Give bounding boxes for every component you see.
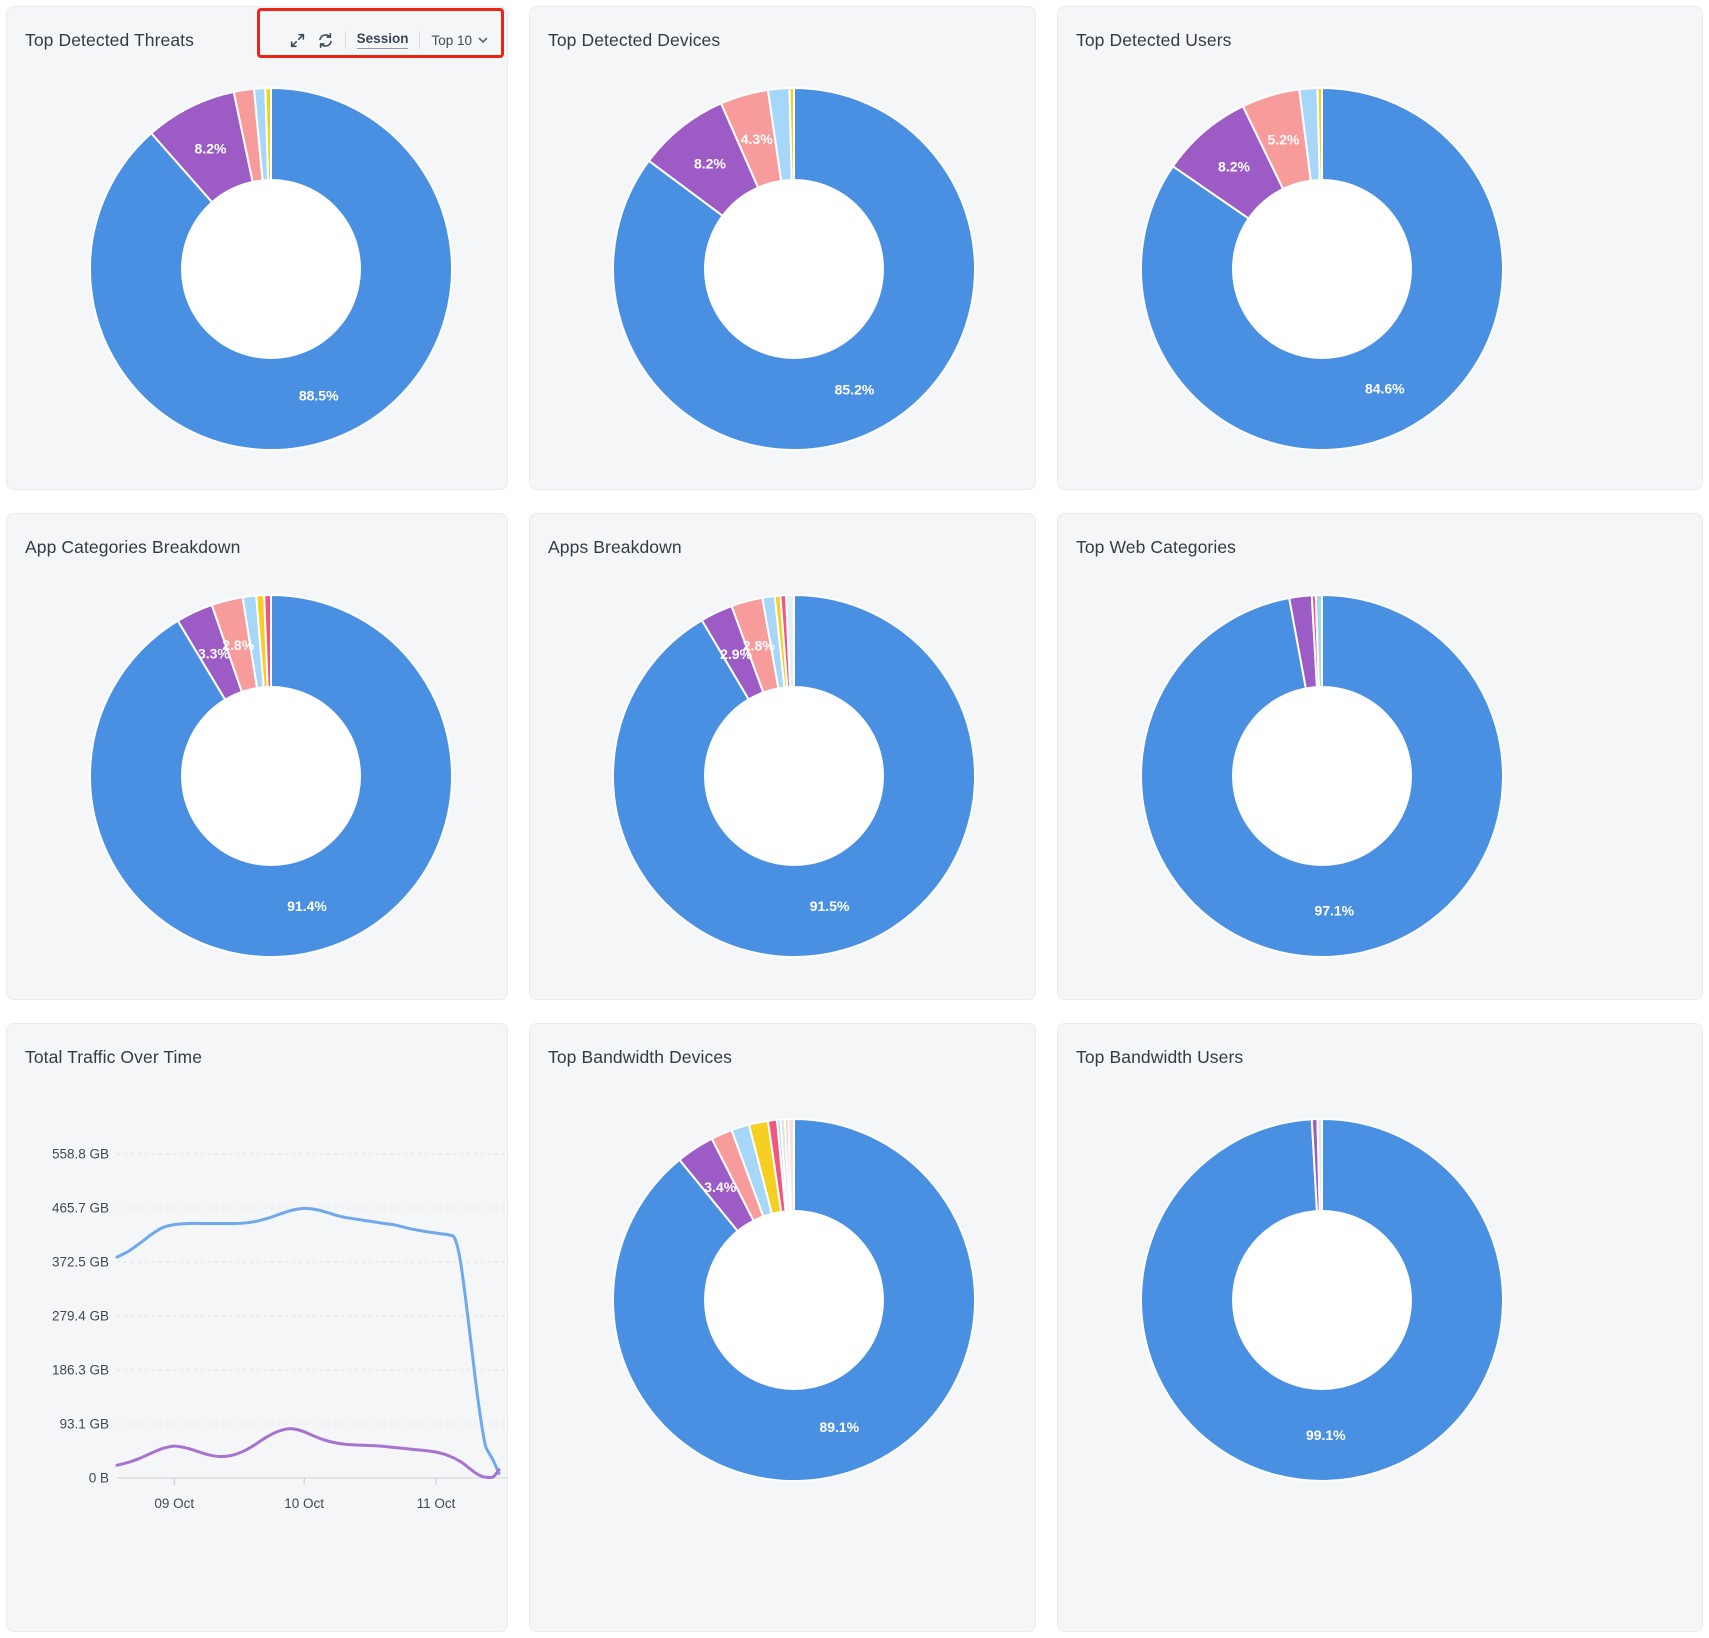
top-10-dropdown[interactable]: Top 10: [431, 33, 489, 48]
slice-percentage-label: 3.3%: [198, 646, 230, 662]
slice-percentage-label: 8.2%: [1218, 159, 1250, 175]
donut-hole: [181, 179, 361, 359]
y-axis-label: 465.7 GB: [52, 1201, 109, 1216]
panel-apps-breakdown: Apps Breakdown 91.5% 2.9% 2.8%: [529, 513, 1036, 1000]
donut-hole: [704, 686, 884, 866]
top-10-label: Top 10: [431, 32, 472, 48]
panel-top-detected-devices: Top Detected Devices 85.2% 8.2% 4.3%: [529, 6, 1036, 490]
slice-percentage-label: 84.6%: [1365, 381, 1405, 397]
panel-title: Top Detected Devices: [548, 29, 721, 50]
toolbar-divider: [344, 31, 346, 49]
slice-percentage-label: 91.4%: [287, 898, 327, 914]
donut-hole: [704, 179, 884, 359]
panel-title: Total Traffic Over Time: [25, 1046, 203, 1067]
donut-chart[interactable]: 97.1%: [1072, 564, 1572, 982]
panel-title: Top Web Categories: [1076, 536, 1237, 557]
panel-title: App Categories Breakdown: [25, 536, 241, 557]
donut-chart[interactable]: 99.1%: [1072, 1074, 1572, 1506]
x-axis-label: 11 Oct: [417, 1496, 456, 1511]
panel-top-detected-users: Top Detected Users 84.6% 8.2% 5.2%: [1057, 6, 1703, 490]
panel-header: Top Detected Devices: [548, 23, 1017, 57]
slice-percentage-label: 2.8%: [743, 638, 775, 654]
donut-hole: [1232, 179, 1412, 359]
donut-chart[interactable]: 84.6% 8.2% 5.2%: [1072, 57, 1572, 475]
panel-top-bandwidth-users: Top Bandwidth Users 99.1%: [1057, 1023, 1703, 1632]
panel-header: Top Detected Users: [1076, 23, 1684, 57]
donut-chart[interactable]: 85.2% 8.2% 4.3%: [544, 57, 1036, 475]
traffic-series-line-series-purple[interactable]: [115, 1427, 501, 1480]
slice-percentage-label: 89.1%: [819, 1419, 859, 1435]
chart-area: 91.4% 3.3% 2.8%: [21, 564, 508, 982]
session-view-link[interactable]: Session: [356, 31, 409, 49]
donut-hole: [1232, 686, 1412, 866]
slice-percentage-label: 8.2%: [694, 155, 726, 171]
chart-area: 84.6% 8.2% 5.2%: [1072, 57, 1572, 475]
toolbar-divider: [419, 31, 421, 49]
y-axis-label: 0 B: [89, 1471, 109, 1486]
donut-hole: [181, 686, 361, 866]
panel-title: Top Bandwidth Devices: [548, 1046, 733, 1067]
donut-hole: [1232, 1210, 1412, 1390]
panel-total-traffic-over-time: Total Traffic Over Time 0 B 93.1 GB 186.3 G…: [6, 1023, 508, 1632]
slice-percentage-label: 3.4%: [704, 1179, 736, 1195]
x-axis-label: 10 Oct: [284, 1496, 324, 1511]
x-axis-label: 09 Oct: [154, 1496, 194, 1511]
slice-percentage-label: 2.9%: [720, 646, 752, 662]
y-axis-label: 279.4 GB: [52, 1309, 109, 1324]
donut-chart[interactable]: 91.5% 2.9%2.8%: [544, 564, 1036, 982]
donut-chart[interactable]: 91.4% 3.3%2.8%: [21, 564, 508, 982]
panel-top-web-categories: Top Web Categories 97.1%: [1057, 513, 1703, 1000]
panel-header: Top Web Categories: [1076, 530, 1684, 564]
slice-percentage-label: 88.5%: [299, 387, 339, 403]
panel-header: Top Bandwidth Devices: [548, 1040, 1017, 1074]
panel-header: Top Detected Threats Session Top 10: [25, 23, 489, 57]
panel-top-detected-threats: Top Detected Threats Session Top 10 88.5% 8.…: [6, 6, 508, 490]
slice-percentage-label: 5.2%: [1268, 132, 1300, 148]
chart-area: 88.5% 8.2%: [21, 57, 508, 475]
panel-header: Apps Breakdown: [548, 530, 1017, 564]
chart-area: 0 B 93.1 GB 186.3 GB 279.4 GB 372.5 GB 465.7 …: [21, 1096, 508, 1566]
panel-title: Top Bandwidth Users: [1076, 1046, 1244, 1067]
panel-header: Top Bandwidth Users: [1076, 1040, 1684, 1074]
y-axis-label: 558.8 GB: [52, 1147, 109, 1162]
slice-percentage-label: 85.2%: [835, 382, 875, 398]
y-axis-label: 372.5 GB: [52, 1255, 109, 1270]
chart-area: 97.1%: [1072, 564, 1572, 982]
donut-hole: [704, 1210, 884, 1390]
y-axis-label: 186.3 GB: [52, 1363, 109, 1378]
chart-area: 85.2% 8.2% 4.3%: [544, 57, 1036, 475]
panel-title: Top Detected Users: [1076, 29, 1232, 50]
traffic-series-line-series-blue[interactable]: [115, 1206, 501, 1475]
y-axis-label: 93.1 GB: [59, 1417, 109, 1432]
slice-percentage-label: 4.3%: [741, 131, 773, 147]
slice-percentage-label: 99.1%: [1306, 1427, 1346, 1443]
slice-percentage-label: 2.8%: [222, 637, 254, 653]
line-chart[interactable]: 0 B 93.1 GB 186.3 GB 279.4 GB 372.5 GB 465.7 …: [21, 1096, 508, 1566]
slice-percentage-label: 8.2%: [195, 140, 227, 156]
panel-title: Top Detected Threats: [25, 29, 194, 50]
slice-percentage-label: 97.1%: [1314, 902, 1354, 918]
panel-header: App Categories Breakdown: [25, 530, 489, 564]
donut-chart[interactable]: 89.1% 3.4%: [544, 1074, 1036, 1506]
panel-app-categories-breakdown: App Categories Breakdown 91.4% 3.3% 2.8%: [6, 513, 508, 1000]
panel-title: Apps Breakdown: [548, 536, 682, 557]
chart-area: 91.5% 2.9% 2.8%: [544, 564, 1036, 982]
panel-top-bandwidth-devices: Top Bandwidth Devices 89.1% 3.4%: [529, 1023, 1036, 1632]
chart-area: 89.1% 3.4%: [544, 1074, 1036, 1506]
chevron-down-icon: [477, 34, 489, 46]
refresh-icon[interactable]: [317, 32, 334, 49]
chart-area: 99.1%: [1072, 1074, 1572, 1506]
slice-percentage-label: 91.5%: [810, 898, 850, 914]
expand-icon[interactable]: [289, 32, 306, 49]
panel-toolbar: Session Top 10: [289, 31, 489, 49]
panel-header: Total Traffic Over Time: [25, 1040, 489, 1074]
donut-chart[interactable]: 88.5% 8.2%: [21, 57, 508, 475]
